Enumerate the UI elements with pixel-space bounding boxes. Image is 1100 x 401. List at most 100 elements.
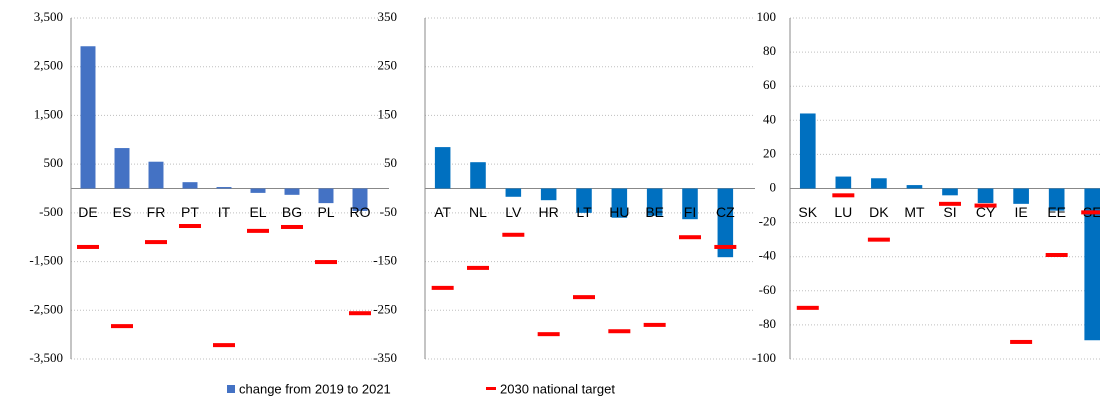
target-marker <box>939 201 961 206</box>
target-marker <box>832 193 855 198</box>
y-tick-label: 250 <box>378 58 398 73</box>
y-tick-label: 60 <box>763 77 776 92</box>
target-marker <box>796 305 819 310</box>
target-marker <box>974 203 997 208</box>
bar <box>148 161 164 189</box>
x-tick-label: FR <box>147 204 166 220</box>
x-tick-label: SK <box>798 204 817 220</box>
y-tick-label: -100 <box>752 350 776 365</box>
bar <box>182 182 198 189</box>
bar <box>977 188 994 203</box>
bar <box>646 188 663 216</box>
y-tick-label: 350 <box>378 9 398 24</box>
target-marker <box>608 329 631 334</box>
y-tick-label: 0 <box>770 179 777 194</box>
target-marker <box>537 332 560 337</box>
y-tick-label: -500 <box>39 204 63 219</box>
y-tick-label: -40 <box>759 248 776 263</box>
x-tick-label: BE <box>645 204 664 220</box>
target-marker <box>77 244 99 249</box>
x-tick-label: SI <box>943 204 956 220</box>
bar <box>835 176 852 189</box>
x-tick-label: PT <box>181 204 199 220</box>
y-tick-label: -20 <box>759 214 776 229</box>
target-marker <box>679 235 701 240</box>
bar <box>611 188 628 218</box>
legend-label: 2030 national target <box>500 381 615 396</box>
bar <box>576 188 592 213</box>
bar <box>284 188 300 195</box>
bar <box>216 187 232 189</box>
target-marker <box>1045 252 1068 257</box>
x-tick-label: CZ <box>716 204 735 220</box>
bar <box>799 113 816 189</box>
y-tick-label: 150 <box>378 106 398 121</box>
x-tick-label: RO <box>350 204 371 220</box>
x-tick-label: HU <box>609 204 629 220</box>
y-tick-label: 3,500 <box>34 9 63 24</box>
x-tick-label: DE <box>78 204 97 220</box>
y-tick-label: -60 <box>759 282 776 297</box>
y-tick-label: 80 <box>763 43 776 58</box>
y-tick-label: 20 <box>763 145 776 160</box>
legend-label: change from 2019 to 2021 <box>239 381 391 396</box>
x-tick-label: EL <box>249 204 266 220</box>
bar <box>540 188 557 201</box>
x-tick-label: AT <box>434 204 451 220</box>
y-tick-label: 50 <box>384 155 397 170</box>
target-marker <box>281 224 303 229</box>
y-tick-label: -3,500 <box>29 350 63 365</box>
bar <box>682 188 698 220</box>
bar <box>1084 188 1100 341</box>
y-tick-label: -2,500 <box>29 301 63 316</box>
legend-swatch <box>227 385 235 393</box>
bar <box>434 147 451 189</box>
y-tick-label: -1,500 <box>29 253 63 268</box>
x-tick-label: PL <box>317 204 334 220</box>
target-marker <box>349 311 371 316</box>
y-tick-label: -80 <box>759 316 776 331</box>
y-tick-label: -250 <box>373 301 397 316</box>
bar <box>318 188 334 204</box>
target-marker <box>867 237 890 242</box>
bar <box>942 188 958 196</box>
target-marker <box>315 260 337 265</box>
bar <box>470 162 486 189</box>
target-marker <box>431 285 454 290</box>
x-tick-label: DK <box>869 204 889 220</box>
x-tick-label: IE <box>1014 204 1027 220</box>
x-tick-label: ES <box>113 204 132 220</box>
target-marker <box>714 244 737 249</box>
x-tick-label: LU <box>834 204 852 220</box>
y-tick-label: -150 <box>373 253 397 268</box>
legend-swatch <box>486 387 496 390</box>
target-marker <box>213 343 235 348</box>
y-tick-label: 40 <box>763 111 776 126</box>
target-marker <box>1081 210 1100 215</box>
target-marker <box>179 224 201 229</box>
bar <box>1048 188 1065 211</box>
bar <box>114 148 130 189</box>
x-tick-label: BG <box>282 204 302 220</box>
y-tick-label: 1,500 <box>34 106 63 121</box>
bar <box>717 188 734 258</box>
bar <box>80 46 96 189</box>
bar <box>352 188 368 211</box>
x-tick-label: LV <box>505 204 522 220</box>
x-tick-label: IT <box>218 204 231 220</box>
target-marker <box>502 232 525 237</box>
y-tick-label: 500 <box>44 155 64 170</box>
y-tick-label: 100 <box>757 9 777 24</box>
target-marker <box>573 295 595 300</box>
target-marker <box>247 228 269 233</box>
bar <box>1013 188 1029 204</box>
x-tick-label: FI <box>684 204 696 220</box>
y-tick-label: -350 <box>373 350 397 365</box>
y-tick-label: -50 <box>380 204 397 219</box>
bar <box>505 188 522 197</box>
x-tick-label: EE <box>1047 204 1066 220</box>
bar <box>871 178 887 189</box>
x-tick-label: CY <box>976 204 996 220</box>
target-marker <box>1010 339 1033 344</box>
